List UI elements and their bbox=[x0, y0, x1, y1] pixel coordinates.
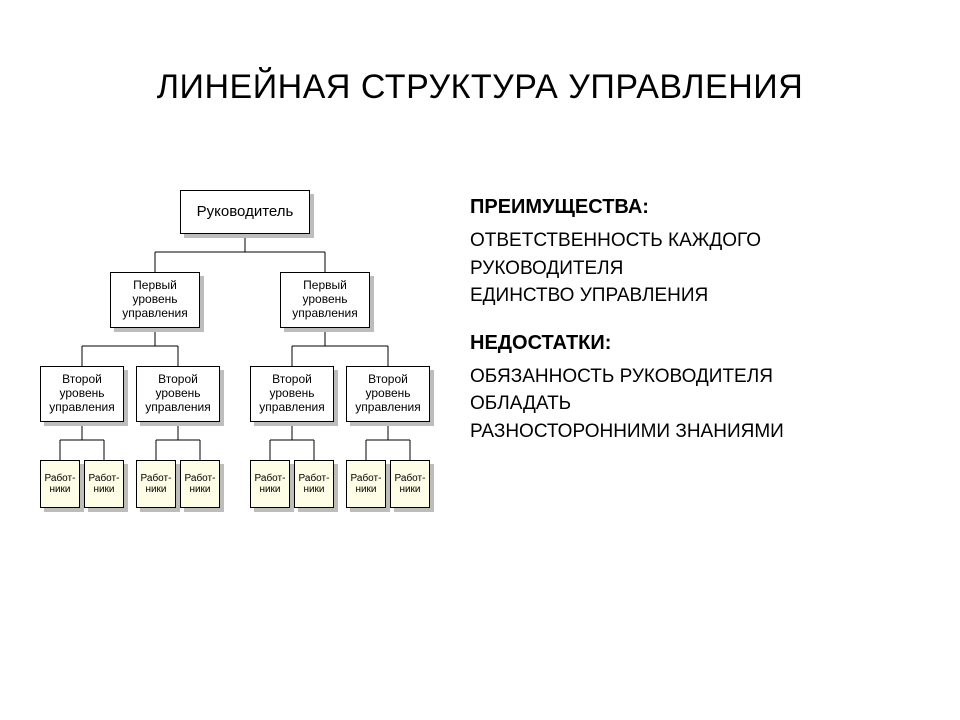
tree-node-w1: Работ-ники bbox=[40, 460, 80, 508]
disadvantages-line-2: ОБЛАДАТЬ bbox=[470, 390, 910, 418]
tree-node-label: Первыйуровеньуправления bbox=[110, 272, 200, 328]
tree-node-label: Первыйуровеньуправления bbox=[280, 272, 370, 328]
disadvantages-header: НЕДОСТАТКИ: bbox=[470, 332, 910, 355]
advantages-line-2: РУКОВОДИТЕЛЯ bbox=[470, 255, 910, 283]
tree-node-label: Работ-ники bbox=[346, 460, 386, 508]
tree-node-label: Работ-ники bbox=[136, 460, 176, 508]
tree-node-w5: Работ-ники bbox=[250, 460, 290, 508]
tree-node-label: Работ-ники bbox=[390, 460, 430, 508]
tree-node-label: Второйуровеньуправления bbox=[346, 366, 430, 422]
text-panel: ПРЕИМУЩЕСТВА: ОТВЕТСТВЕННОСТЬ КАЖДОГО РУ… bbox=[470, 196, 910, 445]
tree-node-label: Работ-ники bbox=[294, 460, 334, 508]
tree-node-w7: Работ-ники bbox=[346, 460, 386, 508]
org-tree-diagram: Руководитель Первыйуровеньуправления Первы… bbox=[40, 190, 460, 560]
tree-node-w4: Работ-ники bbox=[180, 460, 220, 508]
tree-node-l2d: Второйуровеньуправления bbox=[346, 366, 430, 422]
tree-node-root: Руководитель bbox=[180, 190, 310, 234]
tree-node-label: Второйуровеньуправления bbox=[250, 366, 334, 422]
tree-node-label: Второйуровеньуправления bbox=[136, 366, 220, 422]
page-title: ЛИНЕЙНАЯ СТРУКТУРА УПРАВЛЕНИЯ bbox=[0, 68, 960, 107]
tree-node-w3: Работ-ники bbox=[136, 460, 176, 508]
tree-node-label: Работ-ники bbox=[250, 460, 290, 508]
tree-node-label: Работ-ники bbox=[180, 460, 220, 508]
advantages-line-3: ЕДИНСТВО УПРАВЛЕНИЯ bbox=[470, 282, 910, 310]
tree-node-l2a: Второйуровеньуправления bbox=[40, 366, 124, 422]
tree-node-label: Руководитель bbox=[180, 190, 310, 234]
tree-node-w8: Работ-ники bbox=[390, 460, 430, 508]
tree-node-label: Второйуровеньуправления bbox=[40, 366, 124, 422]
disadvantages-line-1: ОБЯЗАННОСТЬ РУКОВОДИТЕЛЯ bbox=[470, 363, 910, 391]
tree-node-l2c: Второйуровеньуправления bbox=[250, 366, 334, 422]
advantages-header: ПРЕИМУЩЕСТВА: bbox=[470, 196, 910, 219]
tree-node-l1a: Первыйуровеньуправления bbox=[110, 272, 200, 328]
tree-node-w2: Работ-ники bbox=[84, 460, 124, 508]
tree-node-l1b: Первыйуровеньуправления bbox=[280, 272, 370, 328]
tree-node-label: Работ-ники bbox=[84, 460, 124, 508]
tree-node-label: Работ-ники bbox=[40, 460, 80, 508]
tree-node-w6: Работ-ники bbox=[294, 460, 334, 508]
advantages-line-1: ОТВЕТСТВЕННОСТЬ КАЖДОГО bbox=[470, 227, 910, 255]
disadvantages-line-3: РАЗНОСТОРОННИМИ ЗНАНИЯМИ bbox=[470, 418, 910, 446]
tree-node-l2b: Второйуровеньуправления bbox=[136, 366, 220, 422]
